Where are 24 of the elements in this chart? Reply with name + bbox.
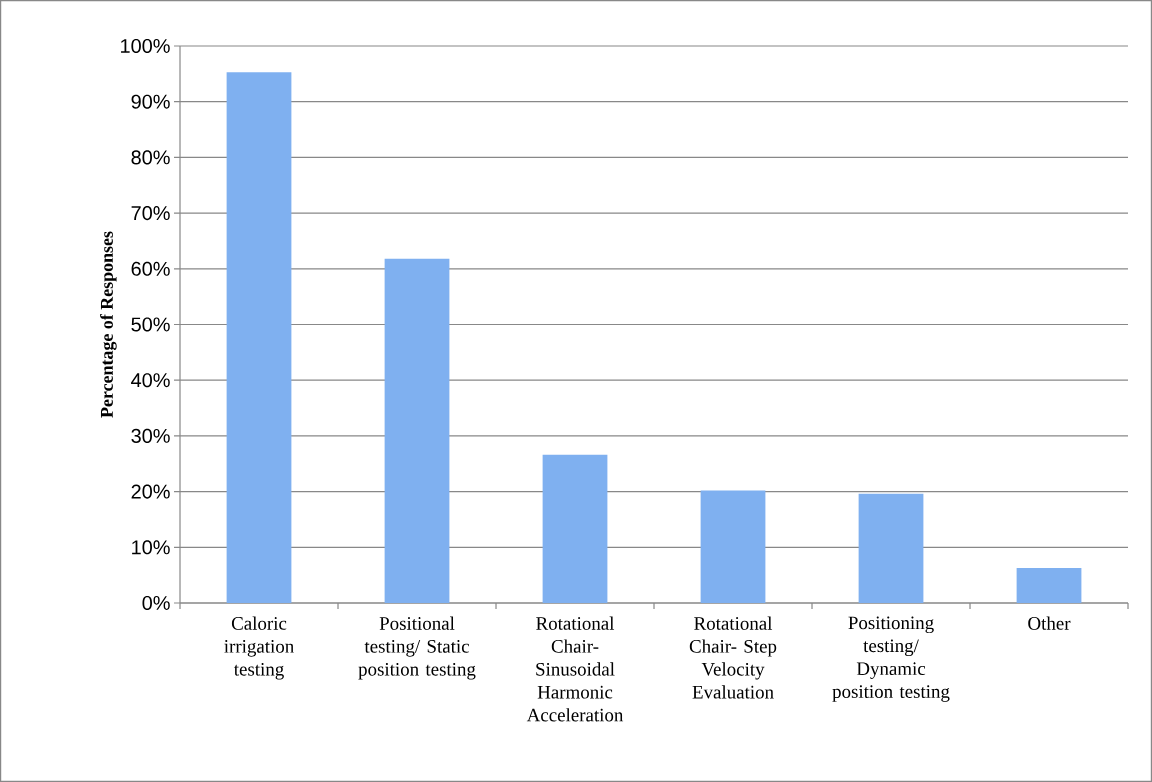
y-tick-label: 90%: [131, 94, 170, 109]
y-tick-label: 0%: [142, 595, 170, 611]
x-tick-label: Positioning testing/ Dynamic position testing: [832, 616, 950, 702]
bar: [1016, 567, 1082, 603]
y-tick-label: 20%: [131, 484, 170, 499]
y-tick-label: 60%: [131, 261, 170, 276]
x-tick-label: Rotational Chair- Sinusoidal Harmonic Acceleration: [526, 616, 624, 722]
y-tick-label: 10%: [132, 540, 170, 555]
bar: [700, 490, 766, 603]
bar: [542, 454, 608, 603]
x-tick-label: Other: [1028, 616, 1071, 630]
x-tick-label: Rotational Chair- Step Velocity Evaluation: [689, 616, 777, 699]
x-tick-label: Positional testing/ Static position testing: [358, 616, 476, 680]
y-tick-label: 70%: [131, 206, 170, 221]
y-tick-label: 100%: [121, 38, 170, 54]
y-tick-label: 40%: [131, 373, 170, 388]
bar: [384, 258, 450, 603]
bar: [226, 72, 292, 603]
y-tick-label: 80%: [131, 150, 170, 165]
y-axis-title: Percentage of Responses: [100, 231, 117, 418]
bar: [858, 493, 924, 603]
y-tick-label: 30%: [131, 428, 170, 443]
x-tick-label: Caloric irrigation testing: [224, 616, 294, 680]
y-tick-label: 50%: [131, 317, 170, 332]
